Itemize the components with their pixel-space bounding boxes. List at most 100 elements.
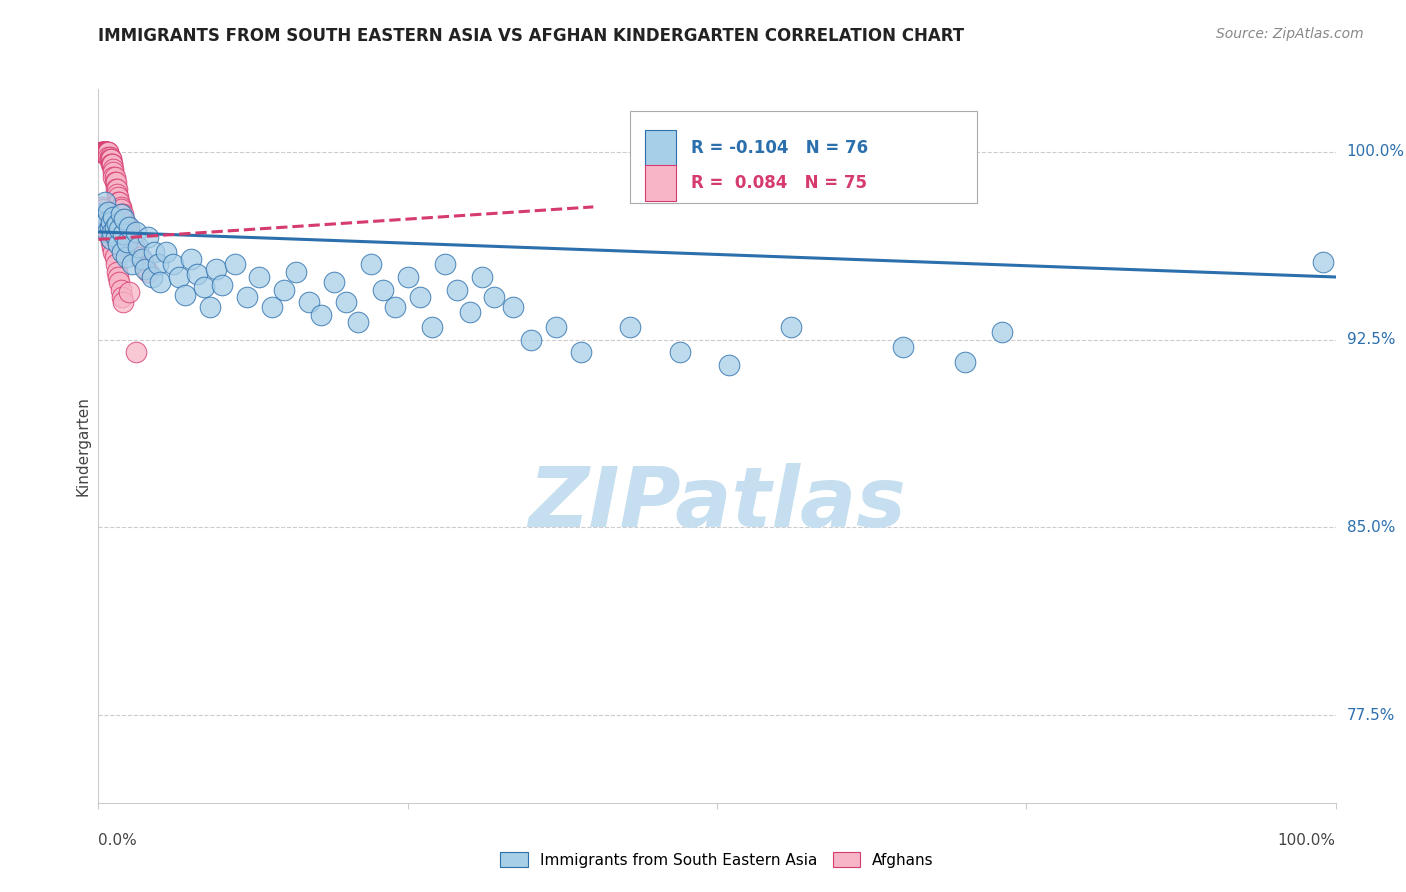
Point: [124, 225, 146, 239]
Point: [118, 219, 141, 234]
Point: [129, 250, 152, 264]
Point: [143, 244, 166, 259]
Point: [174, 287, 197, 301]
Point: [484, 290, 506, 304]
Point: [91, 207, 114, 221]
Point: [127, 240, 149, 254]
Point: [103, 169, 125, 184]
Point: [224, 257, 246, 271]
Point: [162, 257, 184, 271]
Point: [112, 215, 135, 229]
Point: [96, 145, 118, 159]
Point: [93, 145, 115, 159]
Point: [103, 244, 125, 259]
Point: [115, 219, 138, 234]
Point: [97, 225, 120, 239]
Point: [193, 280, 215, 294]
Point: [100, 235, 122, 249]
Point: [114, 250, 136, 264]
Point: [97, 205, 120, 219]
Point: [108, 194, 131, 209]
Point: [105, 182, 128, 196]
Point: [236, 290, 259, 304]
Point: [110, 207, 132, 221]
Point: [433, 257, 456, 271]
Point: [107, 270, 129, 285]
Point: [458, 305, 481, 319]
Point: [97, 150, 120, 164]
Point: [93, 202, 115, 217]
Point: [260, 300, 283, 314]
Point: [96, 225, 118, 239]
Point: [93, 145, 115, 159]
Point: [94, 215, 117, 229]
Point: [669, 345, 692, 359]
Bar: [645, 165, 676, 201]
Point: [520, 333, 543, 347]
Text: 85.0%: 85.0%: [1347, 520, 1395, 535]
Point: [569, 345, 592, 359]
Point: [124, 243, 146, 257]
Point: [619, 320, 641, 334]
Point: [93, 145, 115, 159]
Text: 100.0%: 100.0%: [1278, 833, 1336, 848]
Point: [105, 187, 128, 202]
Point: [104, 175, 127, 189]
Text: 100.0%: 100.0%: [1347, 145, 1405, 160]
Point: [103, 165, 125, 179]
Point: [93, 145, 115, 159]
Point: [101, 240, 124, 254]
Point: [409, 290, 432, 304]
Point: [98, 230, 121, 244]
Point: [347, 315, 370, 329]
Text: R =  0.084   N = 75: R = 0.084 N = 75: [692, 174, 868, 192]
Point: [91, 200, 114, 214]
Point: [97, 145, 120, 159]
Point: [103, 169, 125, 184]
Point: [107, 194, 129, 209]
Point: [112, 227, 135, 242]
Point: [96, 145, 118, 159]
Point: [90, 145, 112, 159]
Text: 0.0%: 0.0%: [98, 833, 138, 848]
Point: [111, 207, 134, 221]
Point: [273, 283, 295, 297]
Bar: [630, 111, 977, 203]
Point: [107, 190, 129, 204]
Point: [247, 270, 270, 285]
Point: [141, 270, 163, 285]
Point: [114, 218, 136, 232]
Point: [108, 275, 131, 289]
Point: [103, 219, 125, 234]
Point: [96, 219, 118, 234]
Point: [117, 225, 139, 239]
Point: [953, 355, 976, 369]
Point: [93, 207, 115, 221]
Point: [546, 320, 568, 334]
Point: [94, 215, 117, 229]
Point: [100, 153, 122, 167]
Point: [97, 145, 120, 159]
Point: [112, 212, 135, 227]
Point: [104, 230, 127, 244]
Point: [111, 244, 134, 259]
Point: [134, 262, 156, 277]
Point: [131, 252, 153, 267]
Point: [124, 345, 146, 359]
Point: [422, 320, 444, 334]
Point: [502, 300, 524, 314]
Point: [93, 145, 115, 159]
Point: [120, 232, 142, 246]
Point: [384, 300, 406, 314]
Point: [309, 308, 332, 322]
Text: 77.5%: 77.5%: [1347, 707, 1395, 723]
Point: [96, 145, 118, 159]
Point: [396, 270, 419, 285]
Point: [136, 230, 159, 244]
Point: [100, 215, 122, 229]
Point: [101, 225, 124, 239]
Point: [990, 325, 1012, 339]
Point: [93, 194, 115, 209]
Point: [94, 145, 117, 159]
Point: [115, 235, 138, 249]
